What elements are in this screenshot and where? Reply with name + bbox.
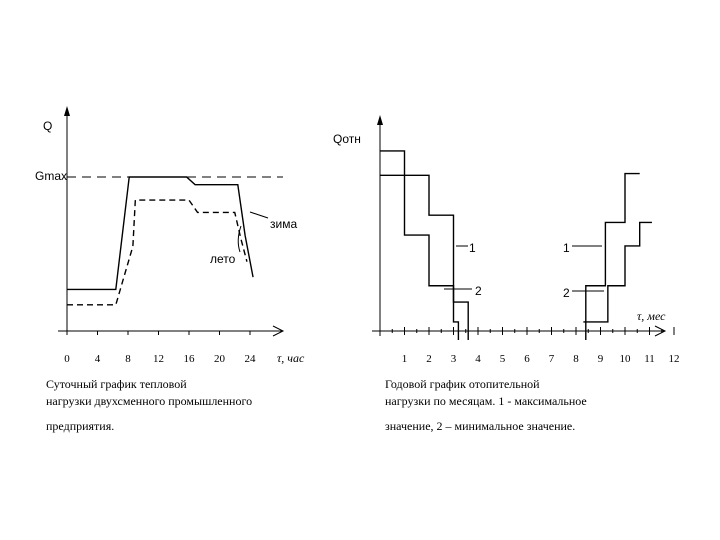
right-x-tick-label: 1	[402, 353, 408, 365]
right-x-tick-label: 7	[549, 353, 555, 365]
right-caption-line: нагрузки по месяцам. 1 - максимальное	[385, 394, 587, 408]
right-y-axis-arrow	[377, 115, 383, 125]
right-x-tick-label: 5	[500, 353, 506, 365]
summer-series-label: лето	[210, 252, 236, 266]
left-y-axis-label: Q	[43, 119, 52, 133]
left-caption-line: предприятия.	[46, 419, 115, 433]
right-x-tick-label: 3	[451, 353, 457, 365]
annual-load-chart: Qотн τ, мес 1 2 3 4 5 6 7 8 9 10 11 12 1 2 1 2	[333, 115, 680, 365]
winter-series-label: зима	[270, 217, 297, 231]
right-caption-line: значение, 2 – минимальное значение.	[385, 419, 576, 433]
summer-callout-line	[237, 225, 242, 253]
left-x-axis-label: τ, час	[277, 351, 305, 365]
daily-load-chart: Q Gmax 0 4 8 12 16 20 24 зима лето τ, час	[35, 106, 305, 365]
winter-callout-line	[249, 211, 269, 219]
min-series-line-right	[583, 221, 652, 323]
left-y-axis-arrow	[64, 106, 70, 116]
right-caption: Годовой график отопительной нагрузки по …	[385, 376, 587, 435]
left-x-tick-label: 4	[95, 353, 101, 365]
right-x-tick-label: 8	[573, 353, 579, 365]
left-caption-line: Суточный график тепловой	[46, 377, 187, 391]
left-x-tick-label: 20	[214, 353, 226, 365]
min-series-line-left	[380, 174, 460, 341]
qmax-label: Gmax	[35, 169, 67, 183]
right-x-tick-label: 10	[620, 353, 632, 365]
right-x-ticks: 1 2 3 4 5 6 7 8 9 10 11 12	[379, 327, 680, 365]
max-label-right: 1	[563, 241, 570, 255]
right-y-axis-label: Qотн	[333, 132, 361, 146]
right-x-tick-label: 6	[524, 353, 530, 365]
winter-series-line	[67, 176, 254, 291]
min-label-left: 2	[475, 284, 482, 298]
max-series-line-left	[380, 150, 469, 341]
right-x-tick-label: 12	[669, 353, 680, 365]
max-label-left: 1	[469, 241, 476, 255]
left-x-tick-label: 0	[64, 353, 70, 365]
right-x-axis-arrow	[654, 325, 667, 337]
right-x-tick-label: 9	[598, 353, 604, 365]
max-series-line-right	[585, 172, 640, 341]
left-x-ticks: 0 4 8 12 16 20 24	[64, 331, 256, 365]
left-x-tick-label: 16	[184, 353, 196, 365]
right-x-axis-label: τ, мес	[637, 309, 666, 323]
left-x-tick-label: 8	[125, 353, 131, 365]
right-x-tick-label: 11	[644, 353, 655, 365]
left-x-axis-arrow	[272, 325, 285, 337]
min-label-right: 2	[563, 286, 570, 300]
left-caption-line: нагрузки двухсменного промышленного	[46, 394, 253, 408]
right-x-tick-label: 2	[426, 353, 432, 365]
left-x-tick-label: 24	[245, 353, 257, 365]
right-x-tick-label: 4	[475, 353, 481, 365]
right-caption-line: Годовой график отопительной	[385, 377, 540, 391]
left-x-tick-label: 12	[153, 353, 164, 365]
left-caption: Суточный график тепловой нагрузки двухсм…	[46, 376, 252, 435]
